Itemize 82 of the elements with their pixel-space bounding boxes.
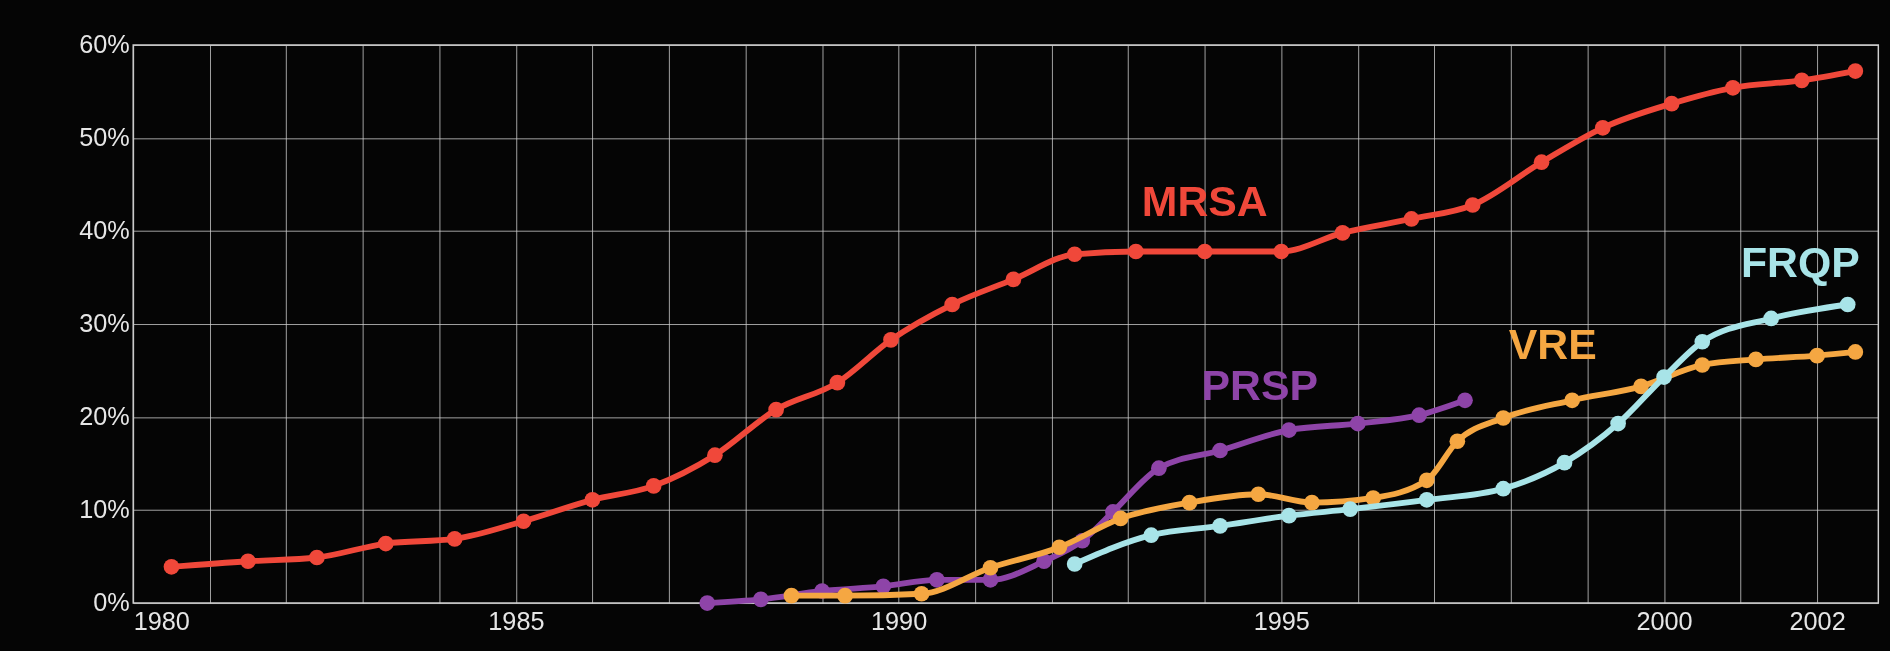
x-tick-label: 1985 bbox=[488, 606, 545, 635]
point bbox=[913, 585, 930, 602]
point bbox=[1694, 333, 1711, 350]
point bbox=[1809, 347, 1825, 364]
point bbox=[768, 401, 784, 418]
x-tick-label: 1980 bbox=[133, 606, 190, 635]
point bbox=[446, 531, 463, 547]
point bbox=[1273, 243, 1290, 260]
point bbox=[1281, 507, 1297, 524]
point bbox=[699, 595, 716, 611]
point bbox=[1212, 442, 1228, 459]
y-tick-label: 30% bbox=[79, 309, 130, 338]
point bbox=[1663, 95, 1680, 112]
point bbox=[1250, 486, 1267, 503]
point bbox=[1334, 225, 1351, 241]
point bbox=[1212, 518, 1228, 534]
y-tick-label: 0% bbox=[93, 588, 130, 617]
point bbox=[1610, 415, 1626, 432]
point bbox=[1112, 510, 1129, 527]
x-tick-label: 1990 bbox=[870, 606, 928, 635]
series-label: MRSA bbox=[1141, 176, 1268, 225]
point bbox=[1847, 63, 1864, 79]
point bbox=[944, 296, 961, 313]
point bbox=[645, 478, 662, 494]
point bbox=[1350, 415, 1366, 432]
x-tick-label: 2000 bbox=[1636, 606, 1693, 635]
point bbox=[1847, 344, 1864, 360]
point bbox=[707, 447, 723, 464]
point bbox=[1181, 494, 1198, 511]
point bbox=[752, 591, 769, 608]
point bbox=[240, 553, 256, 570]
point bbox=[1128, 243, 1144, 260]
point bbox=[1281, 422, 1297, 438]
point bbox=[1594, 119, 1611, 136]
point bbox=[1748, 351, 1764, 368]
x-tick-label: 1995 bbox=[1253, 606, 1310, 635]
y-tick-label: 60% bbox=[79, 30, 130, 59]
point bbox=[1464, 197, 1481, 213]
y-tick-label: 50% bbox=[79, 123, 130, 152]
point bbox=[1839, 296, 1856, 313]
point bbox=[1418, 472, 1435, 489]
point bbox=[1495, 480, 1512, 497]
point bbox=[1066, 556, 1083, 572]
point bbox=[1694, 357, 1711, 373]
x-tick-label: 2002 bbox=[1789, 606, 1846, 635]
point bbox=[515, 513, 532, 530]
point bbox=[1151, 460, 1167, 477]
point bbox=[309, 549, 325, 566]
point bbox=[1304, 494, 1320, 511]
point bbox=[829, 374, 846, 391]
point bbox=[1763, 310, 1780, 327]
y-tick-label: 10% bbox=[79, 495, 130, 524]
point bbox=[1656, 369, 1672, 385]
point bbox=[377, 535, 394, 552]
point bbox=[163, 558, 180, 575]
series-label: VRE bbox=[1508, 320, 1597, 369]
point bbox=[929, 571, 945, 588]
point bbox=[1418, 492, 1435, 508]
point bbox=[1143, 527, 1160, 543]
point bbox=[1564, 392, 1581, 409]
point bbox=[584, 492, 601, 508]
point bbox=[1495, 410, 1512, 426]
point bbox=[1556, 454, 1573, 471]
point bbox=[1342, 501, 1359, 517]
point bbox=[1403, 211, 1420, 227]
point bbox=[1411, 407, 1427, 424]
y-tick-label: 20% bbox=[79, 402, 130, 431]
point bbox=[982, 559, 999, 576]
point bbox=[1051, 539, 1068, 556]
point bbox=[1533, 154, 1550, 171]
point bbox=[783, 587, 800, 604]
point bbox=[1793, 72, 1810, 89]
point bbox=[1633, 378, 1649, 395]
point bbox=[1066, 246, 1083, 263]
point bbox=[1725, 79, 1741, 96]
point bbox=[1449, 433, 1466, 450]
y-tick-label: 40% bbox=[79, 216, 130, 245]
point bbox=[1005, 271, 1022, 288]
point bbox=[1196, 243, 1213, 260]
point bbox=[883, 332, 899, 348]
point bbox=[837, 587, 853, 604]
point bbox=[1457, 392, 1473, 409]
